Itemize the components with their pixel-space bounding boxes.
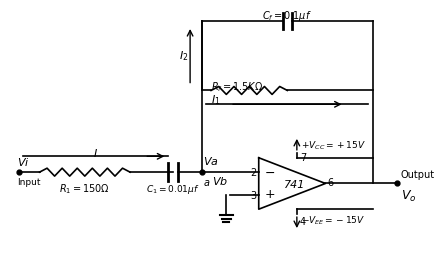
Text: $I_1$: $I_1$ (211, 93, 220, 107)
Text: 3: 3 (251, 191, 257, 201)
Text: $Va$: $Va$ (203, 155, 219, 167)
Text: $V_o$: $V_o$ (401, 188, 416, 203)
Text: $a$: $a$ (203, 178, 211, 188)
Text: $I$: $I$ (93, 147, 98, 159)
Text: Input: Input (17, 178, 40, 187)
Text: $C_1=0.01\mu f$: $C_1=0.01\mu f$ (146, 183, 200, 196)
Text: $+V_{CC}=+15V$: $+V_{CC}=+15V$ (301, 140, 366, 152)
Text: 6: 6 (327, 178, 334, 189)
Text: $I_2$: $I_2$ (179, 49, 188, 63)
Text: $+$: $+$ (264, 188, 276, 201)
Text: $C_f = 0.1\mu f$: $C_f = 0.1\mu f$ (262, 9, 312, 23)
Text: $-V_{EE}=-15V$: $-V_{EE}=-15V$ (301, 215, 365, 227)
Text: 7: 7 (300, 153, 306, 163)
Text: 741: 741 (284, 180, 306, 190)
Text: $R_1 = 150\Omega$: $R_1 = 150\Omega$ (59, 182, 110, 196)
Text: 2: 2 (250, 168, 257, 178)
Text: $Vi$: $Vi$ (17, 156, 29, 168)
Text: $R_f =1.5 K\Omega$: $R_f =1.5 K\Omega$ (211, 81, 264, 94)
Text: Output: Output (401, 169, 435, 180)
Text: 4: 4 (300, 217, 306, 227)
Text: $-$: $-$ (264, 166, 275, 179)
Text: $Vb$: $Vb$ (212, 175, 228, 187)
